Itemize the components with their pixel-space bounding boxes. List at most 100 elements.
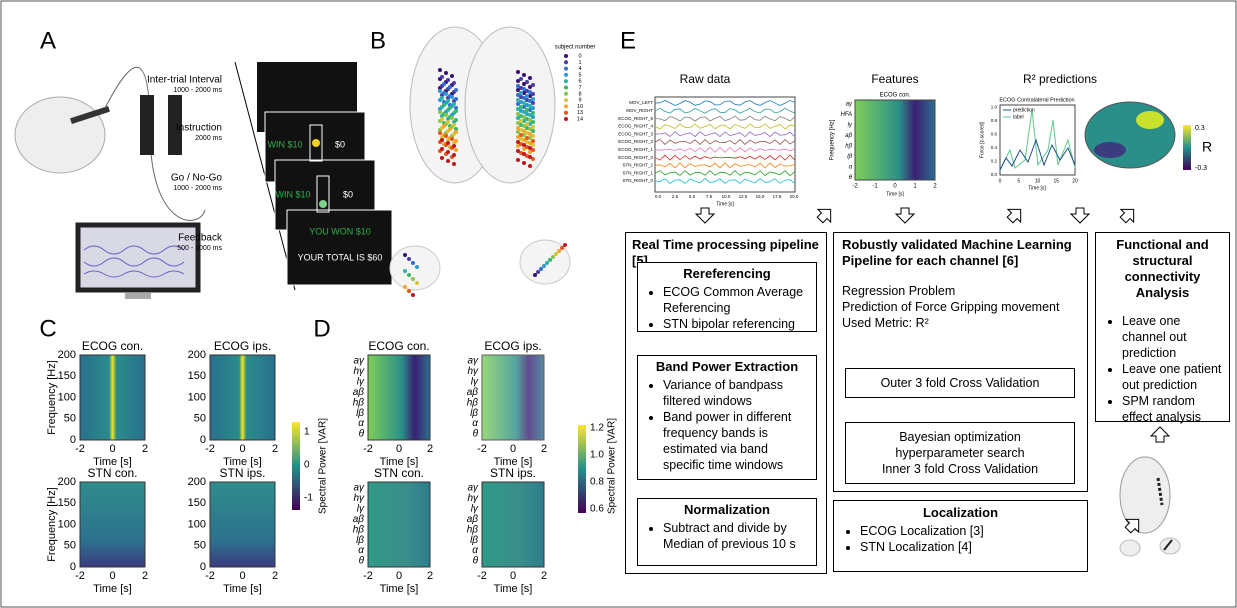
tick-label: θ: [473, 556, 479, 567]
step-item: Variance of bandpass filtered windows: [663, 377, 813, 409]
monitor-stand: [125, 293, 151, 299]
tick-label: 0: [70, 434, 76, 446]
tick-label: hβ: [845, 144, 852, 150]
brain-surface: [1085, 102, 1175, 168]
electrode-dot: [444, 113, 448, 117]
electrode-dot: [522, 87, 526, 91]
screen: [287, 210, 392, 285]
brain-hotspot: [1136, 111, 1164, 129]
axis-label: Frequency [Hz]: [46, 360, 58, 435]
tick-label: -2: [205, 443, 215, 455]
tick-label: 2: [272, 443, 278, 455]
tick-label: -0.3: [1195, 165, 1207, 172]
step-item: Subtract and divide by Median of previou…: [663, 520, 813, 552]
tick-label: 2: [142, 443, 148, 455]
tick-label: 0.8: [991, 118, 998, 123]
electrode-dot: [542, 264, 546, 268]
electrode-dot: [450, 95, 454, 99]
brain-hemisphere: [465, 27, 555, 183]
colorbar: [578, 425, 586, 513]
channel-label: MOV_RIGHT: [626, 108, 653, 113]
timeline-duration: 2000 ms: [195, 135, 222, 142]
plot-title: STN ips.: [490, 466, 536, 480]
screen-text: WIN $10: [275, 189, 310, 199]
electrode-dot: [450, 116, 454, 120]
tick-label: lβ: [847, 154, 852, 160]
cv-box: Outer 3 fold Cross Validation: [845, 368, 1075, 398]
tick-label: lγ: [471, 376, 479, 387]
electrode-dot: [442, 82, 446, 86]
tick-label: aβ: [353, 387, 365, 398]
tick-label: 150: [188, 497, 206, 509]
electrode-dot: [519, 105, 523, 109]
step-item: STN bipolar referencing: [663, 316, 813, 332]
electrode-dot: [522, 129, 526, 133]
electrode-dot: [519, 119, 523, 123]
tick-label: 1.0: [590, 450, 604, 461]
colorbar: [1183, 125, 1191, 170]
tick-label: 2: [142, 570, 148, 582]
electrode-dot: [403, 253, 407, 257]
electrode-dot: [533, 273, 537, 277]
channel-label: ECOG_RIGHT_0: [618, 155, 653, 160]
plot-title: ECOG Contralateral Prediction: [999, 97, 1074, 103]
axis-label: Time [s]: [1028, 185, 1046, 191]
plot-title: ECOG ips.: [214, 339, 271, 353]
electrode-dot: [528, 118, 532, 122]
timeline-label: Inter-trial Interval: [147, 75, 222, 86]
electrode-dot: [563, 243, 567, 247]
light: [319, 200, 327, 208]
tick-label: lγ: [357, 376, 365, 387]
legend-marker: [564, 92, 568, 96]
legend-marker: [564, 67, 568, 71]
tick-label: 0: [109, 570, 115, 582]
tick-label: 1: [913, 184, 917, 190]
electrode-dot: [450, 74, 454, 78]
stn-small: [1160, 538, 1180, 554]
electrode-dot: [522, 161, 526, 165]
plot-title: ECOG ips.: [484, 339, 541, 353]
electrode-dot: [528, 76, 532, 80]
tick-label: aβ: [353, 514, 365, 525]
tick-label: 0.0: [991, 172, 998, 177]
tick-label: 0.6: [590, 504, 604, 515]
heatmap: [368, 482, 430, 567]
legend-label: 7: [578, 85, 581, 91]
axis-label: Time [s]: [716, 201, 734, 207]
tick-label: lγ: [848, 123, 853, 129]
tick-label: θ: [849, 175, 853, 181]
electrode-dot: [522, 101, 526, 105]
cv-text: Inner 3 fold Cross Validation: [852, 461, 1068, 477]
tick-label: 200: [58, 349, 76, 361]
flow-arrow: [1004, 203, 1027, 226]
tick-label: 17.5: [773, 194, 782, 199]
amplifier: [140, 95, 154, 155]
electrode-dot: [450, 137, 454, 141]
electrode-dot: [531, 97, 535, 101]
heatmap: [80, 482, 145, 567]
connectivity-box: Functional and structural connectivity A…: [1095, 232, 1230, 422]
electrode-dot: [440, 147, 444, 151]
tick-label: 150: [58, 497, 76, 509]
tick-label: -2: [477, 570, 487, 582]
electrode-dot: [452, 162, 456, 166]
tick-label: 200: [188, 476, 206, 488]
tick-label: lγ: [471, 503, 479, 514]
electrode-dot: [525, 122, 529, 126]
electrode-dot: [516, 140, 520, 144]
legend-label: 4: [578, 66, 581, 72]
channel-label: ECOG_RIGHT_4: [618, 124, 653, 129]
tick-label: 1: [304, 427, 310, 438]
tick-label: θ: [473, 429, 479, 440]
step-item: ECOG Common Average Referencing: [663, 284, 813, 316]
legend-marker: [564, 60, 568, 64]
electrode-dot: [454, 139, 458, 143]
tick-label: 50: [64, 413, 76, 425]
tick-label: aγ: [353, 483, 365, 494]
channel-label: ECOG_RIGHT_1: [618, 147, 653, 152]
electrode-dot: [522, 115, 526, 119]
tick-label: θ: [359, 429, 365, 440]
plot-title: ECOG con.: [82, 339, 143, 353]
electrode-dot: [516, 70, 520, 74]
raw-axes: [655, 97, 795, 192]
